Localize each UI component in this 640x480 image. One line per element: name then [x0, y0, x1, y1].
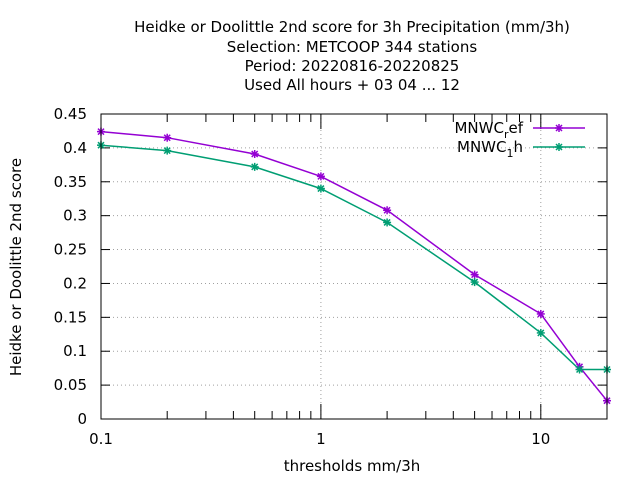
y-tick-label: 0.05 [54, 376, 87, 394]
title-line-3: Period: 20220816-20220825 [245, 57, 460, 75]
x-axis-label: thresholds mm/3h [284, 457, 421, 475]
y-tick-label: 0.15 [54, 308, 87, 326]
data-point [575, 365, 584, 374]
x-tick-label: 10 [531, 430, 550, 448]
data-point [383, 218, 392, 227]
data-point [383, 206, 392, 215]
title-line-1: Heidke or Doolittle 2nd score for 3h Pre… [134, 18, 570, 36]
y-tick-label: 0.45 [54, 105, 87, 123]
data-point [470, 278, 479, 287]
legend-marker [555, 143, 563, 151]
legend-label: MNWC1h [457, 138, 523, 160]
data-point [536, 328, 545, 337]
y-tick-label: 0.2 [63, 274, 87, 292]
y-tick-label: 0.25 [54, 241, 87, 259]
legend-item-1: MNWCref [454, 119, 585, 141]
grid [101, 114, 607, 419]
plot-frame [100, 113, 608, 420]
y-tick-label: 0 [77, 410, 87, 428]
series-line [100, 130, 608, 402]
series-line [100, 144, 607, 371]
data-point [316, 172, 325, 181]
legend-label: MNWCref [454, 119, 523, 141]
data-point [470, 270, 479, 279]
data-point [536, 309, 545, 318]
title-line-4: Used All hours + 03 04 ... 12 [244, 76, 460, 94]
x-tick-label: 0.1 [89, 430, 113, 448]
series-1 [97, 127, 611, 405]
x-tick-label: 1 [316, 430, 326, 448]
data-point [250, 162, 259, 171]
y-axis-label: Heidke or Doolittle 2nd score [7, 158, 25, 376]
data-point [316, 184, 325, 193]
y-tick-label: 0.4 [63, 139, 87, 157]
y-tick-label: 0.3 [63, 207, 87, 225]
data-point [163, 133, 172, 142]
y-tick-label: 0.1 [63, 342, 87, 360]
series-2 [97, 141, 611, 374]
series-layer [97, 127, 611, 405]
y-tick-label: 0.35 [54, 173, 87, 191]
chart-title: Heidke or Doolittle 2nd score for 3h Pre… [134, 18, 570, 94]
data-point [250, 149, 259, 158]
title-line-2: Selection: METCOOP 344 stations [227, 38, 478, 56]
legend-marker [555, 124, 563, 132]
legend-item-2: MNWC1h [457, 138, 585, 160]
data-point [163, 146, 172, 155]
ticks: 0 0.05 0.1 0.15 0.2 0.25 0.3 0.35 0.4 0.45 0.1 1 10 [54, 105, 607, 448]
